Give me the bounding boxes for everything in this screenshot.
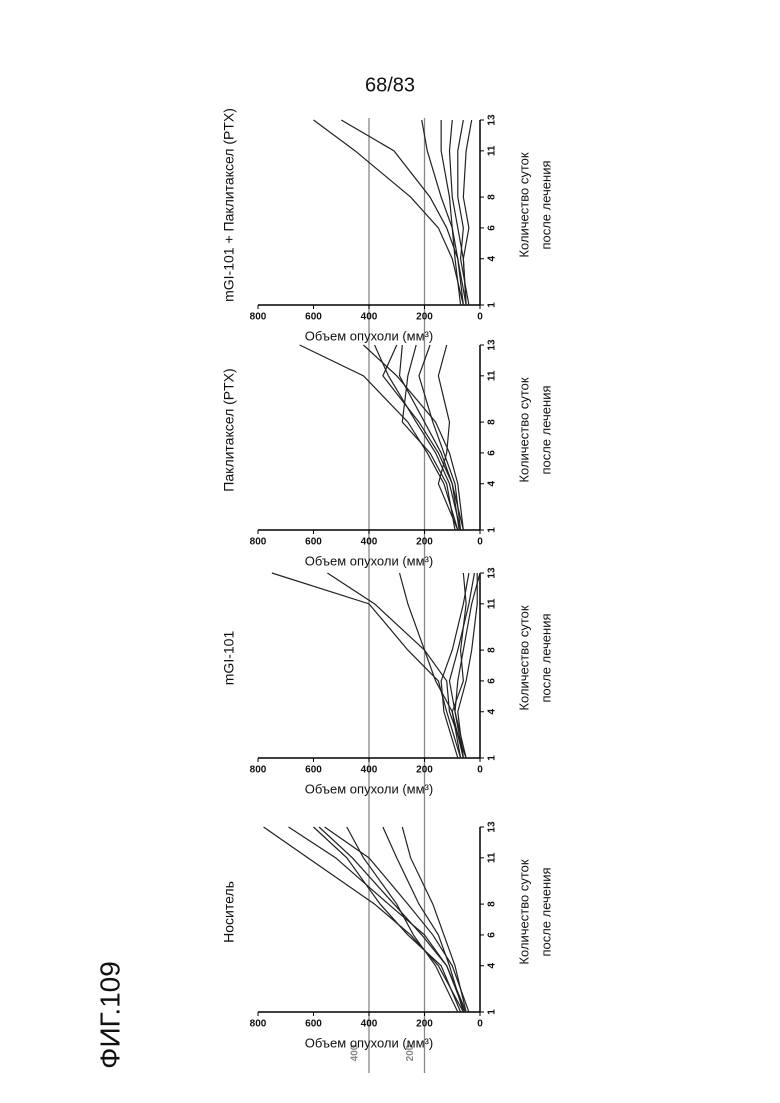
series-line [325, 827, 469, 1012]
y-tick-label: 600 [305, 312, 322, 323]
series-line [402, 827, 466, 1012]
page-number: 68/83 [365, 74, 415, 96]
x-axis-label: Количество суток [516, 377, 531, 482]
x-tick-label: 11 [487, 145, 498, 156]
y-tick-label: 600 [305, 765, 322, 776]
y-tick-label: 200 [416, 765, 433, 776]
x-tick-label: 1 [487, 527, 498, 533]
x-tick-label: 13 [487, 567, 498, 579]
x-tick-label: 6 [487, 450, 498, 456]
series-line [327, 573, 463, 758]
y-axis-label: Объем опухоли (мм³) [305, 553, 433, 568]
series-line [341, 120, 466, 305]
x-axis-label: после лечения [538, 867, 553, 956]
x-tick-label: 4 [487, 256, 498, 262]
x-tick-label: 6 [487, 225, 498, 231]
x-tick-label: 8 [487, 647, 498, 653]
figure-page: 68/83 ФИГ.109 40020002004006008001468111… [0, 0, 780, 1103]
series-line [400, 573, 467, 758]
y-tick-label: 0 [477, 537, 483, 548]
x-tick-label: 4 [487, 963, 498, 969]
series-line [300, 345, 458, 530]
x-tick-label: 13 [487, 114, 498, 126]
x-tick-label: 8 [487, 901, 498, 907]
y-tick-label: 800 [250, 1019, 267, 1030]
y-tick-label: 400 [361, 765, 378, 776]
y-tick-label: 0 [477, 312, 483, 323]
y-tick-label: 600 [305, 537, 322, 548]
panel-title: Носитель [221, 881, 237, 943]
series-line [272, 573, 461, 758]
x-tick-label: 13 [487, 339, 498, 351]
x-tick-label: 13 [487, 821, 498, 833]
y-axis-label: Объем опухоли (мм³) [305, 1035, 433, 1050]
x-axis-label: после лечения [538, 613, 553, 702]
y-tick-label: 400 [361, 1019, 378, 1030]
y-tick-label: 400 [361, 537, 378, 548]
x-axis-label: Количество суток [516, 152, 531, 257]
x-tick-label: 4 [487, 709, 498, 715]
y-axis-label: Объем опухоли (мм³) [305, 781, 433, 796]
x-tick-label: 8 [487, 419, 498, 425]
panel-title: mGI-101 [221, 631, 237, 686]
x-tick-label: 4 [487, 481, 498, 487]
x-axis-label: Количество суток [516, 605, 531, 710]
x-axis-label: Количество суток [516, 859, 531, 964]
series-line [383, 827, 463, 1012]
x-axis-label: после лечения [538, 160, 553, 249]
x-tick-label: 1 [487, 755, 498, 761]
y-tick-label: 800 [250, 765, 267, 776]
figure-label: ФИГ.109 [94, 961, 125, 1069]
y-tick-label: 0 [477, 1019, 483, 1030]
x-tick-label: 1 [487, 302, 498, 308]
x-tick-label: 6 [487, 678, 498, 684]
y-tick-label: 0 [477, 765, 483, 776]
panel-title: Паклитаксел (PTX) [221, 368, 237, 491]
y-tick-label: 200 [416, 537, 433, 548]
x-axis-label: после лечения [538, 385, 553, 474]
x-tick-label: 11 [487, 852, 498, 863]
y-axis-label: Объем опухоли (мм³) [305, 328, 433, 343]
y-tick-label: 600 [305, 1019, 322, 1030]
y-tick-label: 200 [416, 1019, 433, 1030]
series-line [264, 827, 464, 1012]
series-line [289, 827, 467, 1012]
x-tick-label: 11 [487, 598, 498, 609]
x-tick-label: 6 [487, 932, 498, 938]
x-tick-label: 11 [487, 370, 498, 381]
series-line [347, 827, 458, 1012]
x-tick-label: 1 [487, 1009, 498, 1015]
x-tick-label: 8 [487, 194, 498, 200]
rotated-figure: ФИГ.109 400200020040060080014681113Носит… [94, 108, 553, 1073]
y-tick-label: 400 [361, 312, 378, 323]
y-tick-label: 200 [416, 312, 433, 323]
series-line [455, 573, 480, 758]
y-tick-label: 800 [250, 312, 267, 323]
y-tick-label: 800 [250, 537, 267, 548]
panel-title: mGI-101 + Паклитаксел (PTX) [221, 108, 237, 302]
